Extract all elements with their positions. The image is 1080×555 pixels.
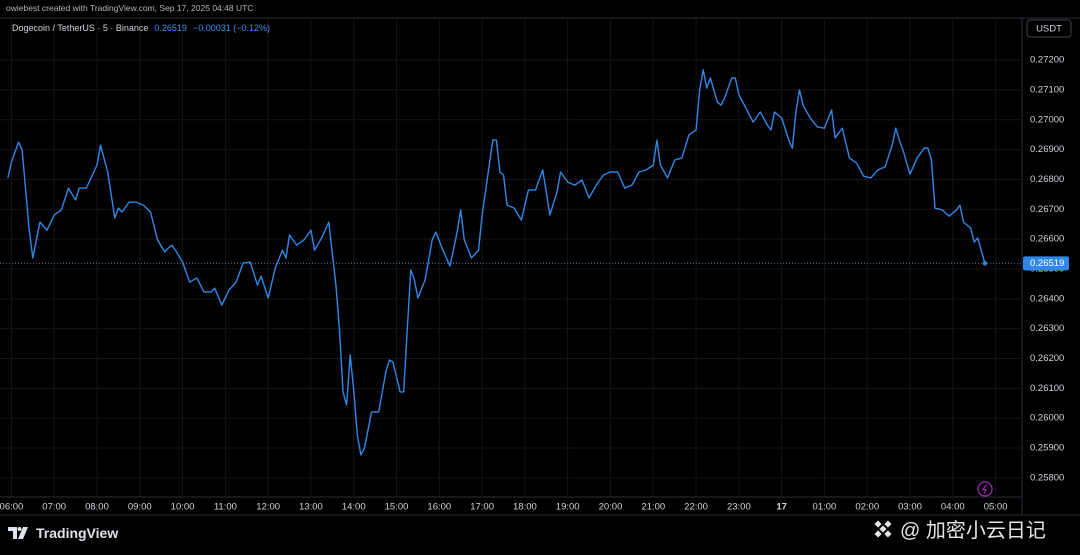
chart-background <box>0 18 1080 515</box>
x-tick-label: 18:00 <box>513 502 537 513</box>
y-tick-label: 0.26100 <box>1030 383 1064 394</box>
y-tick-label: 0.26400 <box>1030 293 1064 304</box>
y-tick-label: 0.27200 <box>1030 55 1064 66</box>
y-tick-label: 0.26900 <box>1030 144 1064 155</box>
x-tick-label: 06:00 <box>0 502 23 513</box>
x-tick-label: 03:00 <box>898 502 922 513</box>
y-tick-label: 0.25900 <box>1030 443 1064 454</box>
x-tick-label: 08:00 <box>85 502 109 513</box>
brand[interactable]: TradingView <box>8 525 118 541</box>
x-tick-label: 13:00 <box>299 502 323 513</box>
grid <box>0 18 1022 497</box>
x-tick-label: 04:00 <box>941 502 965 513</box>
watermark-logo <box>874 520 892 537</box>
brand-name: TradingView <box>36 525 119 541</box>
alert-icon[interactable] <box>977 481 993 497</box>
x-tick-label: 19:00 <box>556 502 580 513</box>
y-tick-label: 0.26300 <box>1030 323 1064 334</box>
last-price-label: 0.26519 <box>1030 258 1064 269</box>
x-tick-label: 21:00 <box>641 502 665 513</box>
x-tick-label: 14:00 <box>342 502 366 513</box>
y-tick-label: 0.26800 <box>1030 174 1064 185</box>
brand-logo <box>8 527 28 539</box>
x-tick-label: 22:00 <box>684 502 708 513</box>
y-tick-label: 0.26000 <box>1030 413 1064 424</box>
legend: Dogecoin / TetherUS · 5 · Binance 0.2651… <box>12 23 270 33</box>
credit: owiebest created with TradingView.com, S… <box>6 3 254 13</box>
plot <box>0 69 1022 456</box>
y-tick-label: 0.27000 <box>1030 114 1064 125</box>
x-tick-label: 10:00 <box>171 502 195 513</box>
y-tick-label: 0.26200 <box>1030 353 1064 364</box>
y-tick-label: 0.26600 <box>1030 234 1064 245</box>
y-tick-label: 0.27100 <box>1030 84 1064 95</box>
x-tick-label: 16:00 <box>427 502 451 513</box>
x-tick-label: 20:00 <box>599 502 623 513</box>
x-tick-label: 07:00 <box>42 502 66 513</box>
x-tick-label: 15:00 <box>385 502 409 513</box>
x-tick-label: 11:00 <box>214 502 237 513</box>
x-tick-label: 01:00 <box>813 502 837 513</box>
y-tick-label: 0.25800 <box>1030 472 1064 483</box>
price-line <box>7 69 986 456</box>
y-tick-label: 0.26700 <box>1030 204 1064 215</box>
change: −0.00031 (−0.12%) <box>192 23 271 33</box>
last-price-tag <box>1023 256 1069 271</box>
x-tick-label: 05:00 <box>984 502 1008 513</box>
x-tick-label: 23:00 <box>727 502 751 513</box>
last-price: 0.26519 <box>154 23 187 33</box>
watermark-text: @ 加密小云日记 <box>900 520 1046 542</box>
currency: USDT <box>1036 24 1062 35</box>
currency-box[interactable] <box>1026 19 1072 38</box>
watermark: @ 加密小云日记 <box>872 514 1046 543</box>
x-tick-label: 02:00 <box>855 502 879 513</box>
x-tick-label: 12:00 <box>256 502 280 513</box>
x-tick-label: 17 <box>776 502 787 513</box>
x-tick-label: 17:00 <box>470 502 494 513</box>
x-tick-label: 09:00 <box>128 502 152 513</box>
symbol: Dogecoin / TetherUS · 5 · Binance <box>12 23 149 33</box>
